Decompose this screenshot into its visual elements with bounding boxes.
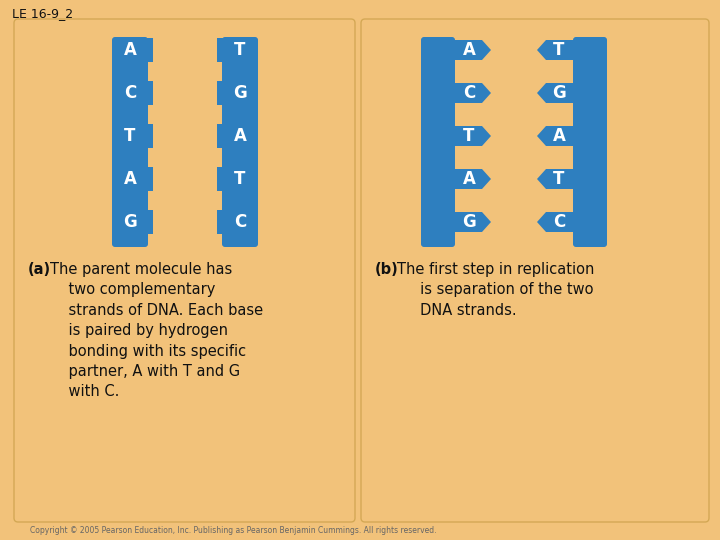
Text: T: T [553, 170, 564, 188]
Bar [217, 167, 255, 191]
Text: G: G [123, 213, 137, 231]
Text: C: C [234, 213, 246, 231]
Polygon shape [537, 83, 576, 103]
Text: C: C [553, 213, 565, 231]
Bar [576, 215, 604, 229]
Text: G: G [233, 84, 247, 102]
Bar [424, 81, 452, 105]
Text: A: A [233, 127, 246, 145]
Polygon shape [537, 40, 576, 60]
Text: Copyright © 2005 Pearson Education, Inc. Publishing as Pearson Benjamin Cummings: Copyright © 2005 Pearson Education, Inc.… [30, 526, 436, 535]
Bar [576, 86, 604, 100]
Bar [576, 124, 604, 148]
Bar [424, 43, 452, 57]
FancyBboxPatch shape [361, 19, 709, 522]
FancyBboxPatch shape [14, 19, 355, 522]
Polygon shape [452, 169, 491, 189]
Bar [576, 129, 604, 143]
Text: A: A [462, 41, 475, 59]
Text: C: C [463, 84, 475, 102]
FancyBboxPatch shape [222, 37, 258, 247]
Polygon shape [452, 40, 491, 60]
Bar [145, 44, 225, 57]
Bar [576, 210, 604, 234]
Text: G: G [552, 84, 566, 102]
Text: C: C [124, 84, 136, 102]
Bar [145, 172, 225, 186]
FancyBboxPatch shape [421, 37, 455, 247]
Text: G: G [462, 213, 476, 231]
Polygon shape [537, 126, 576, 146]
Bar [424, 167, 452, 191]
Bar [576, 167, 604, 191]
Bar [115, 210, 153, 234]
Bar [115, 167, 153, 191]
Text: The parent molecule has
    two complementary
    strands of DNA. Each base
    : The parent molecule has two complementar… [50, 262, 263, 400]
Polygon shape [452, 126, 491, 146]
Bar [576, 38, 604, 62]
Text: A: A [462, 170, 475, 188]
Bar [576, 81, 604, 105]
Text: T: T [125, 127, 135, 145]
Polygon shape [537, 169, 576, 189]
Bar [576, 43, 604, 57]
Bar [217, 81, 255, 105]
Bar [115, 124, 153, 148]
Text: T: T [553, 41, 564, 59]
Text: LE 16-9_2: LE 16-9_2 [12, 7, 73, 20]
Bar [145, 86, 225, 99]
Text: A: A [124, 41, 136, 59]
Bar [115, 38, 153, 62]
Text: A: A [552, 127, 565, 145]
Bar [145, 130, 225, 143]
Bar [145, 215, 225, 228]
Bar [424, 210, 452, 234]
Polygon shape [537, 212, 576, 232]
Bar [576, 172, 604, 186]
Bar [424, 124, 452, 148]
Bar [217, 38, 255, 62]
Text: (b): (b) [375, 262, 399, 277]
Text: A: A [124, 170, 136, 188]
Text: T: T [234, 170, 246, 188]
FancyBboxPatch shape [573, 37, 607, 247]
Bar [217, 210, 255, 234]
Text: T: T [234, 41, 246, 59]
Bar [115, 81, 153, 105]
Polygon shape [452, 212, 491, 232]
Text: T: T [463, 127, 474, 145]
FancyBboxPatch shape [112, 37, 148, 247]
Bar [424, 38, 452, 62]
Bar [424, 215, 452, 229]
Bar [217, 124, 255, 148]
Text: The first step in replication
     is separation of the two
     DNA strands.: The first step in replication is separat… [397, 262, 595, 318]
Polygon shape [452, 83, 491, 103]
Bar [424, 172, 452, 186]
Bar [424, 86, 452, 100]
Text: (a): (a) [28, 262, 51, 277]
Bar [424, 129, 452, 143]
